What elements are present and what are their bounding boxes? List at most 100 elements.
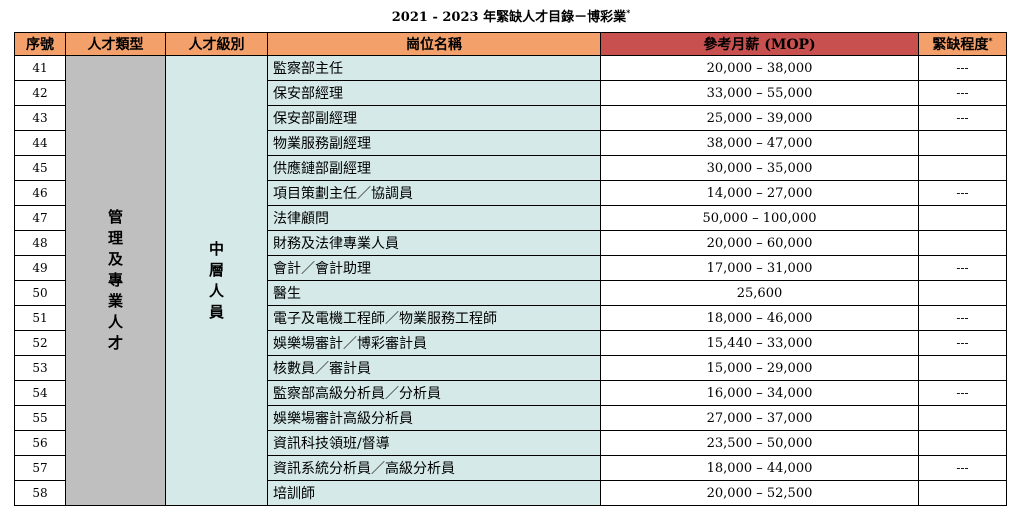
position-name: 供應鏈部副經理: [267, 155, 601, 181]
table-row: 45 供應鏈部副經理 30,000 – 35,000: [14, 155, 1007, 181]
salary-range: 30,000 – 35,000: [600, 155, 919, 181]
table-row: 51 電子及電機工程師／物業服務工程師 18,000 – 46,000 ---: [14, 305, 1007, 331]
row-number: 50: [14, 280, 66, 306]
row-number: 53: [14, 355, 66, 381]
position-name: 核數員／審計員: [267, 355, 601, 381]
talent-type-cell: 管理及專業人才: [65, 55, 166, 506]
row-number: 56: [14, 430, 66, 456]
header-salary: 參考月薪 (MOP): [600, 32, 919, 56]
salary-range: 18,000 – 44,000: [600, 455, 919, 481]
position-name: 會計／會計助理: [267, 255, 601, 281]
talent-table: 序號 人才類型 人才級別 崗位名稱 參考月薪 (MOP) 緊缺程度* 41 管理及…: [14, 32, 1007, 506]
severity-value: [918, 155, 1007, 181]
position-name: 保安部副經理: [267, 105, 601, 131]
table-row: 44 物業服務副經理 38,000 – 47,000: [14, 130, 1007, 156]
severity-value: [918, 280, 1007, 306]
table-row: 57 資訊系統分析員／高級分析員 18,000 – 44,000 ---: [14, 455, 1007, 481]
salary-range: 20,000 – 38,000: [600, 55, 919, 81]
salary-range: 18,000 – 46,000: [600, 305, 919, 331]
header-severity-text: 緊缺程度: [932, 37, 989, 53]
position-name: 資訊科技領班/督導: [267, 430, 601, 456]
row-number: 43: [14, 105, 66, 131]
position-name: 醫生: [267, 280, 601, 306]
header-position: 崗位名稱: [267, 32, 601, 56]
row-number: 46: [14, 180, 66, 206]
salary-range: 25,000 – 39,000: [600, 105, 919, 131]
severity-value: ---: [918, 55, 1007, 81]
row-number: 57: [14, 455, 66, 481]
table-row: 42 保安部經理 33,000 – 55,000 ---: [14, 80, 1007, 106]
header-severity-mark: *: [988, 35, 993, 46]
salary-range: 20,000 – 60,000: [600, 230, 919, 256]
severity-value: ---: [918, 305, 1007, 331]
row-number: 51: [14, 305, 66, 331]
position-name: 監察部主任: [267, 55, 601, 81]
salary-range: 50,000 – 100,000: [600, 205, 919, 231]
position-name: 項目策劃主任／協調員: [267, 180, 601, 206]
row-number: 41: [14, 55, 66, 81]
position-name: 監察部高級分析員／分析員: [267, 380, 601, 406]
position-name: 培訓師: [267, 480, 601, 506]
table-row: 58 培訓師 20,000 – 52,500: [14, 480, 1007, 506]
row-number: 47: [14, 205, 66, 231]
row-number: 55: [14, 405, 66, 431]
position-name: 娛樂場審計／博彩審計員: [267, 330, 601, 356]
page-title: 2021 - 2023 年緊缺人才目錄－博彩業*: [0, 6, 1022, 25]
position-name: 電子及電機工程師／物業服務工程師: [267, 305, 601, 331]
salary-range: 17,000 – 31,000: [600, 255, 919, 281]
severity-value: ---: [918, 80, 1007, 106]
salary-range: 16,000 – 34,000: [600, 380, 919, 406]
table-row: 54 監察部高級分析員／分析員 16,000 – 34,000 ---: [14, 380, 1007, 406]
salary-range: 15,000 – 29,000: [600, 355, 919, 381]
table-row: 49 會計／會計助理 17,000 – 31,000 ---: [14, 255, 1007, 281]
severity-value: [918, 355, 1007, 381]
position-name: 法律顧問: [267, 205, 601, 231]
row-number: 45: [14, 155, 66, 181]
position-name: 財務及法律專業人員: [267, 230, 601, 256]
severity-value: ---: [918, 455, 1007, 481]
talent-level-label: 中層人員: [208, 239, 224, 321]
header-talent-level: 人才級別: [165, 32, 268, 56]
salary-range: 23,500 – 50,000: [600, 430, 919, 456]
header-seq: 序號: [14, 32, 66, 56]
table-row: 46 項目策劃主任／協調員 14,000 – 27,000 ---: [14, 180, 1007, 206]
row-number: 49: [14, 255, 66, 281]
row-number: 52: [14, 330, 66, 356]
talent-type-label: 管理及專業人才: [107, 208, 123, 352]
table-row: 41 管理及專業人才 中層人員 監察部主任 20,000 – 38,000 ---: [14, 55, 1007, 506]
table-row: 43 保安部副經理 25,000 – 39,000 ---: [14, 105, 1007, 131]
table-body: 41 管理及專業人才 中層人員 監察部主任 20,000 – 38,000 --- 42 保安…: [14, 55, 1007, 506]
title-text: 2021 - 2023 年緊缺人才目錄－博彩業: [391, 10, 627, 25]
table-row: 47 法律顧問 50,000 – 100,000: [14, 205, 1007, 231]
severity-value: ---: [918, 255, 1007, 281]
salary-range: 27,000 – 37,000: [600, 405, 919, 431]
table-row: 50 醫生 25,600: [14, 280, 1007, 306]
severity-value: ---: [918, 105, 1007, 131]
table-row: 48 財務及法律專業人員 20,000 – 60,000: [14, 230, 1007, 256]
position-name: 資訊系統分析員／高級分析員: [267, 455, 601, 481]
severity-value: ---: [918, 380, 1007, 406]
position-name: 保安部經理: [267, 80, 601, 106]
salary-range: 33,000 – 55,000: [600, 80, 919, 106]
salary-range: 38,000 – 47,000: [600, 130, 919, 156]
header-row: 序號 人才類型 人才級別 崗位名稱 參考月薪 (MOP) 緊缺程度*: [14, 32, 1007, 56]
severity-value: [918, 230, 1007, 256]
salary-range: 25,600: [600, 280, 919, 306]
header-talent-type: 人才類型: [65, 32, 166, 56]
severity-value: [918, 130, 1007, 156]
severity-value: [918, 405, 1007, 431]
salary-range: 20,000 – 52,500: [600, 480, 919, 506]
row-number: 44: [14, 130, 66, 156]
row-number: 42: [14, 80, 66, 106]
position-name: 物業服務副經理: [267, 130, 601, 156]
talent-level-cell: 中層人員: [165, 55, 268, 506]
severity-value: [918, 430, 1007, 456]
table-row: 52 娛樂場審計／博彩審計員 15,440 – 33,000 ---: [14, 330, 1007, 356]
severity-value: ---: [918, 330, 1007, 356]
row-number: 54: [14, 380, 66, 406]
salary-range: 15,440 – 33,000: [600, 330, 919, 356]
table-row: 55 娛樂場審計高級分析員 27,000 – 37,000: [14, 405, 1007, 431]
header-severity: 緊缺程度*: [918, 32, 1007, 56]
row-number: 58: [14, 480, 66, 506]
title-footnote-mark: *: [626, 7, 631, 18]
